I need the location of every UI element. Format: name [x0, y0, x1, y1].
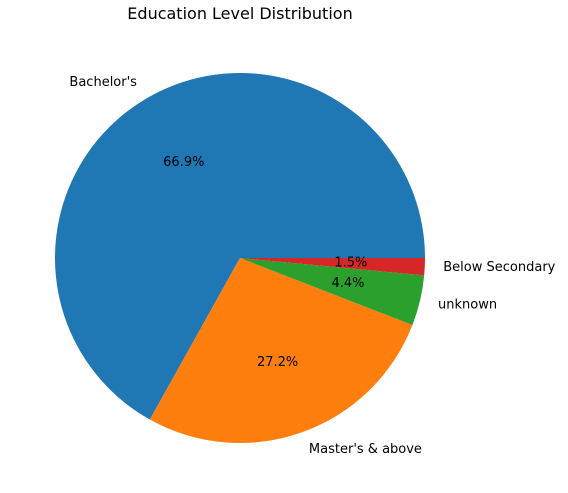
pie-slices: [54, 72, 425, 443]
slice-label-bachelor-s: Bachelor's: [69, 75, 137, 90]
slice-label-master-s-above: Master's & above: [309, 442, 422, 457]
slice-label-unknown: unknown: [438, 297, 497, 312]
chart-title: Education Level Distribution: [127, 4, 352, 23]
percent-labels: 66.9% 27.2% 4.4% 1.5%: [163, 155, 367, 370]
slice-label-below-secondary: Below Secondary: [443, 260, 555, 275]
percent-label-master-s-above: 27.2%: [257, 355, 298, 370]
pie-slice-bachelor-s: [54, 72, 425, 420]
pie-slice-unknown: [240, 258, 425, 326]
percent-label-below-secondary: 1.5%: [334, 256, 367, 271]
pie-slice-master-s-above: [149, 258, 413, 443]
percent-label-bachelor-s: 66.9%: [163, 155, 204, 170]
percent-label-unknown: 4.4%: [331, 276, 364, 291]
pie-slice-below-secondary: [240, 258, 425, 276]
category-labels: Bachelor's Master's & above unknown Below S…: [69, 75, 555, 457]
